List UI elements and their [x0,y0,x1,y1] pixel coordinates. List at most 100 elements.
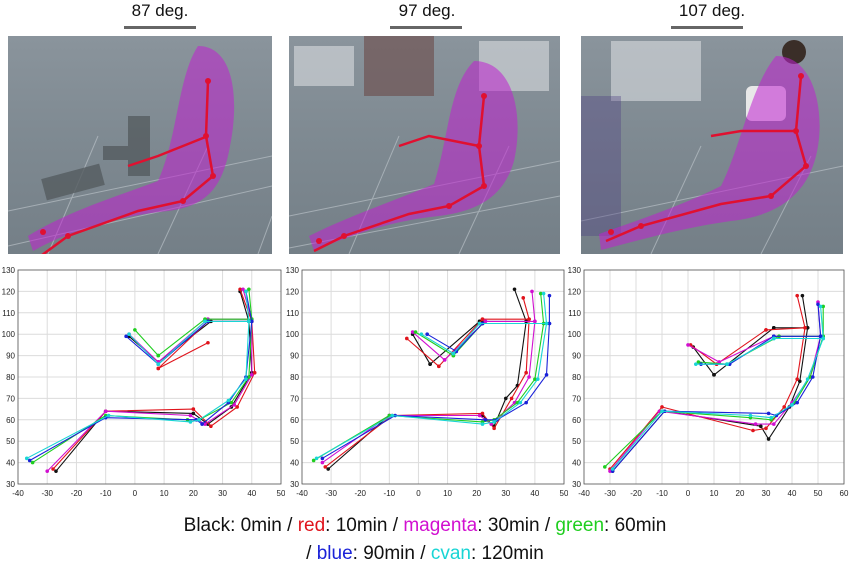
data-point-cyan [725,362,729,366]
y-tick-label: 40 [6,459,15,468]
y-tick-label: 130 [2,266,16,275]
series-line-red [609,295,806,470]
data-point-cyan [127,332,131,336]
series-line-cyan [26,291,250,459]
data-point-green [696,360,701,364]
data-point-cyan [769,415,773,420]
data-point-cyan [536,377,540,381]
plot-frame [301,269,565,485]
data-point-cyan [226,398,231,403]
data-point-cyan [451,351,456,356]
x-tick-label: -20 [354,489,366,498]
angle-label-97: 97 deg. [398,1,456,20]
data-point-magenta [608,469,612,473]
legend-caption-line1: Black: 0min / red: 10min / magenta: 30mi… [0,512,850,540]
data-point-red [782,405,786,409]
data-point-magenta [410,330,415,334]
data-point-red [524,370,528,375]
data-point-red [795,377,799,381]
y-tick-label: 120 [2,287,16,296]
y-tick-label: 40 [572,459,581,468]
data-point-blue [124,334,128,339]
data-point-black [512,287,517,292]
data-point-red [156,366,161,371]
plot-frame [17,269,282,485]
plot-frame [583,269,845,485]
series-line-black [612,295,809,472]
data-point-cyan [188,420,193,424]
data-point-magenta [530,289,534,294]
x-tick-label: 50 [560,489,568,498]
data-point-green [533,377,537,381]
y-tick-label: 80 [6,373,15,382]
x-tick-label: 10 [443,489,452,498]
x-tick-label: -10 [656,489,668,498]
data-point-black [800,293,805,298]
x-tick-label: -40 [296,489,308,498]
data-point-magenta [527,375,531,379]
data-point-magenta [533,319,537,324]
data-point-green [821,304,825,309]
data-point-red [238,287,242,292]
data-point-cyan [203,319,207,324]
data-point-blue [544,373,549,377]
data-point-cyan [247,319,251,324]
caption-segment: : 10min / [325,515,404,536]
data-point-magenta [489,422,494,426]
data-point-magenta [753,422,758,426]
x-tick-label: 40 [247,489,256,498]
series-line-blue [29,291,253,461]
pointcloud-image-97 [289,36,560,254]
data-point-green [247,375,251,379]
y-tick-label: 110 [2,309,15,318]
series-line-red [324,297,530,468]
caption-segment: : 0min / [230,515,298,536]
data-point-magenta [483,319,488,324]
data-point-black [759,424,763,429]
data-point-black [326,467,330,471]
data-point-black [798,379,802,384]
data-point-red [252,370,257,375]
angle-bar-97 [390,26,462,29]
y-tick-label: 50 [572,437,581,446]
data-point-black [772,325,776,330]
data-point-cyan [610,467,615,471]
x-tick-label: 50 [277,489,285,498]
x-tick-label: 10 [160,489,169,498]
y-tick-label: 50 [6,437,15,446]
data-point-blue [27,458,32,463]
data-point-red [527,317,531,322]
data-point-magenta [442,358,447,362]
y-tick-label: 70 [290,394,299,403]
data-point-magenta [188,413,193,418]
y-tick-label: 120 [568,287,582,296]
data-point-red [492,426,496,431]
data-point-cyan [821,336,825,341]
y-tick-label: 90 [572,352,581,361]
data-point-green [156,353,161,358]
pointcloud-render-87 [8,46,272,254]
data-point-cyan [244,377,248,381]
data-point-magenta [45,469,50,473]
chart-107-deg: -40 -30 -20 -10 0 10 20 30 40 50 60 30 40 50 60 70 80 90 1… [568,266,849,498]
legend-caption-line2: / blue: 90min / cvan: 120min [0,540,850,568]
caption-segment: Black [183,515,231,536]
y-tick-label: 70 [572,394,581,403]
data-point-green [311,458,316,463]
data-point-cyan [197,418,201,422]
y-tick-label: 110 [568,309,581,318]
x-tick-label: 40 [530,489,539,498]
series-line-cyan [316,293,548,459]
x-tick-label: -20 [71,489,83,498]
x-tick-label: 30 [762,489,771,498]
data-point-magenta [232,403,237,407]
data-point-cyan [772,336,776,341]
data-point-blue [425,332,429,336]
x-tick-label: -30 [604,489,616,498]
data-point-green [229,400,234,405]
data-point-black [805,325,810,330]
angle-bar-87 [124,26,196,29]
y-tick-label: 30 [290,480,299,489]
data-point-red [209,424,213,429]
y-tick-label: 60 [290,416,299,425]
